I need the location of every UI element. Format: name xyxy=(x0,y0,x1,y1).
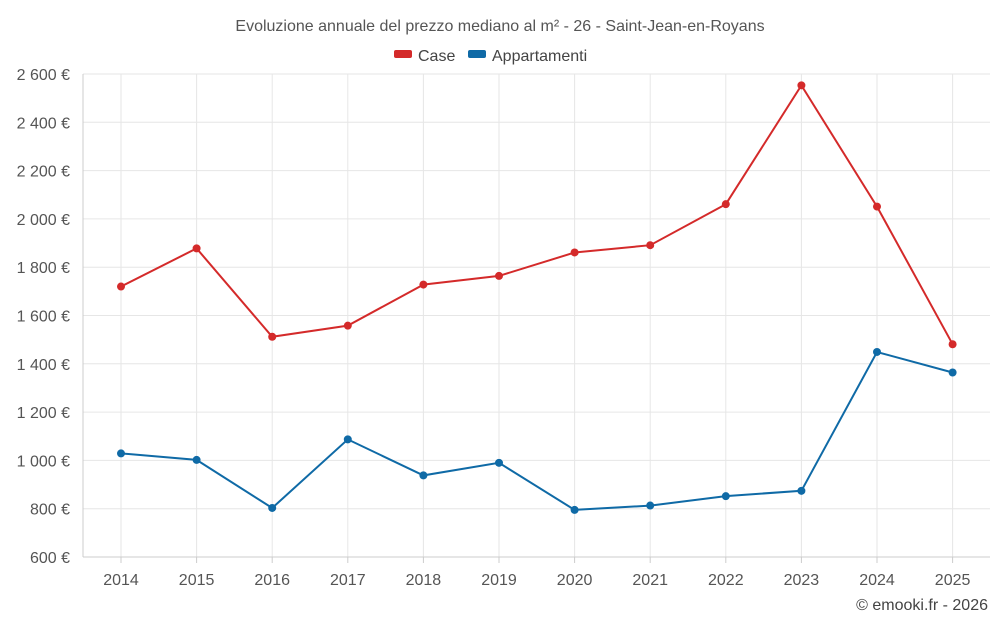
y-tick-label: 2 000 € xyxy=(17,212,70,229)
y-tick-label: 1 400 € xyxy=(17,357,70,374)
data-point-case[interactable] xyxy=(268,332,277,341)
x-tick-label: 2024 xyxy=(859,572,895,589)
legend-label-case: Case xyxy=(418,48,455,65)
data-point-appartamenti[interactable] xyxy=(419,471,428,480)
y-tick-label: 600 € xyxy=(30,550,70,567)
legend-label-appartamenti: Appartamenti xyxy=(492,48,587,65)
data-point-appartamenti[interactable] xyxy=(797,486,806,495)
x-tick-label: 2018 xyxy=(406,572,442,589)
y-tick-label: 1 600 € xyxy=(17,309,70,326)
credit-text: © emooki.fr - 2026 xyxy=(856,597,988,614)
y-tick-label: 1 000 € xyxy=(17,453,70,470)
data-point-appartamenti[interactable] xyxy=(948,368,957,377)
data-point-appartamenti[interactable] xyxy=(873,347,881,356)
data-point-appartamenti[interactable] xyxy=(192,455,201,464)
x-tick-label: 2021 xyxy=(632,572,668,589)
data-point-case[interactable] xyxy=(343,321,352,330)
data-point-appartamenti[interactable] xyxy=(117,449,125,458)
series-line-appartamenti xyxy=(120,350,953,511)
axis-layer: 2 600 € 2 400 € 2 200 € 2 000 € 1 800 € 1 600… xyxy=(17,67,990,589)
x-tick-label: 2016 xyxy=(254,572,290,589)
x-tick-label: 2019 xyxy=(481,572,517,589)
data-point-case[interactable] xyxy=(646,241,655,250)
legend-swatch-appartamenti xyxy=(468,50,486,58)
series-line-case xyxy=(120,83,954,345)
data-point-case[interactable] xyxy=(721,200,730,209)
legend-swatch-case xyxy=(394,50,412,58)
data-point-case[interactable] xyxy=(570,248,579,257)
data-point-appartamenti[interactable] xyxy=(721,492,730,501)
series-layer xyxy=(117,81,957,514)
chart-title: Evoluzione annuale del prezzo mediano al… xyxy=(235,18,764,35)
y-tick-label: 1 800 € xyxy=(17,260,70,277)
data-point-appartamenti[interactable] xyxy=(343,435,352,444)
x-tick-label: 2023 xyxy=(784,572,820,589)
y-tick-label: 1 200 € xyxy=(17,405,70,422)
legend-item-case[interactable]: Case xyxy=(394,48,455,65)
data-point-appartamenti[interactable] xyxy=(268,503,277,512)
data-point-case[interactable] xyxy=(192,244,201,253)
data-point-appartamenti[interactable] xyxy=(646,501,655,510)
y-tick-label: 2 200 € xyxy=(17,164,70,181)
x-tick-label: 2022 xyxy=(708,572,744,589)
data-point-case[interactable] xyxy=(495,271,503,280)
x-tick-label: 2020 xyxy=(557,572,593,589)
y-tick-label: 2 600 € xyxy=(17,67,70,84)
grid-layer xyxy=(83,73,990,558)
data-point-case[interactable] xyxy=(948,340,957,349)
data-point-appartamenti[interactable] xyxy=(495,458,503,467)
legend: Case Appartamenti xyxy=(394,48,587,65)
y-tick-label: 800 € xyxy=(30,502,70,519)
data-point-case[interactable] xyxy=(419,280,428,289)
x-tick-label: 2017 xyxy=(330,572,366,589)
x-tick-label: 2025 xyxy=(935,572,971,589)
data-point-case[interactable] xyxy=(117,282,125,291)
x-tick-label: 2014 xyxy=(103,572,139,589)
data-point-appartamenti[interactable] xyxy=(570,505,579,514)
data-point-case[interactable] xyxy=(797,81,806,90)
y-tick-label: 2 400 € xyxy=(17,115,70,132)
x-tick-label: 2015 xyxy=(179,572,215,589)
data-point-case[interactable] xyxy=(873,202,881,211)
legend-item-appartamenti[interactable]: Appartamenti xyxy=(468,48,587,65)
